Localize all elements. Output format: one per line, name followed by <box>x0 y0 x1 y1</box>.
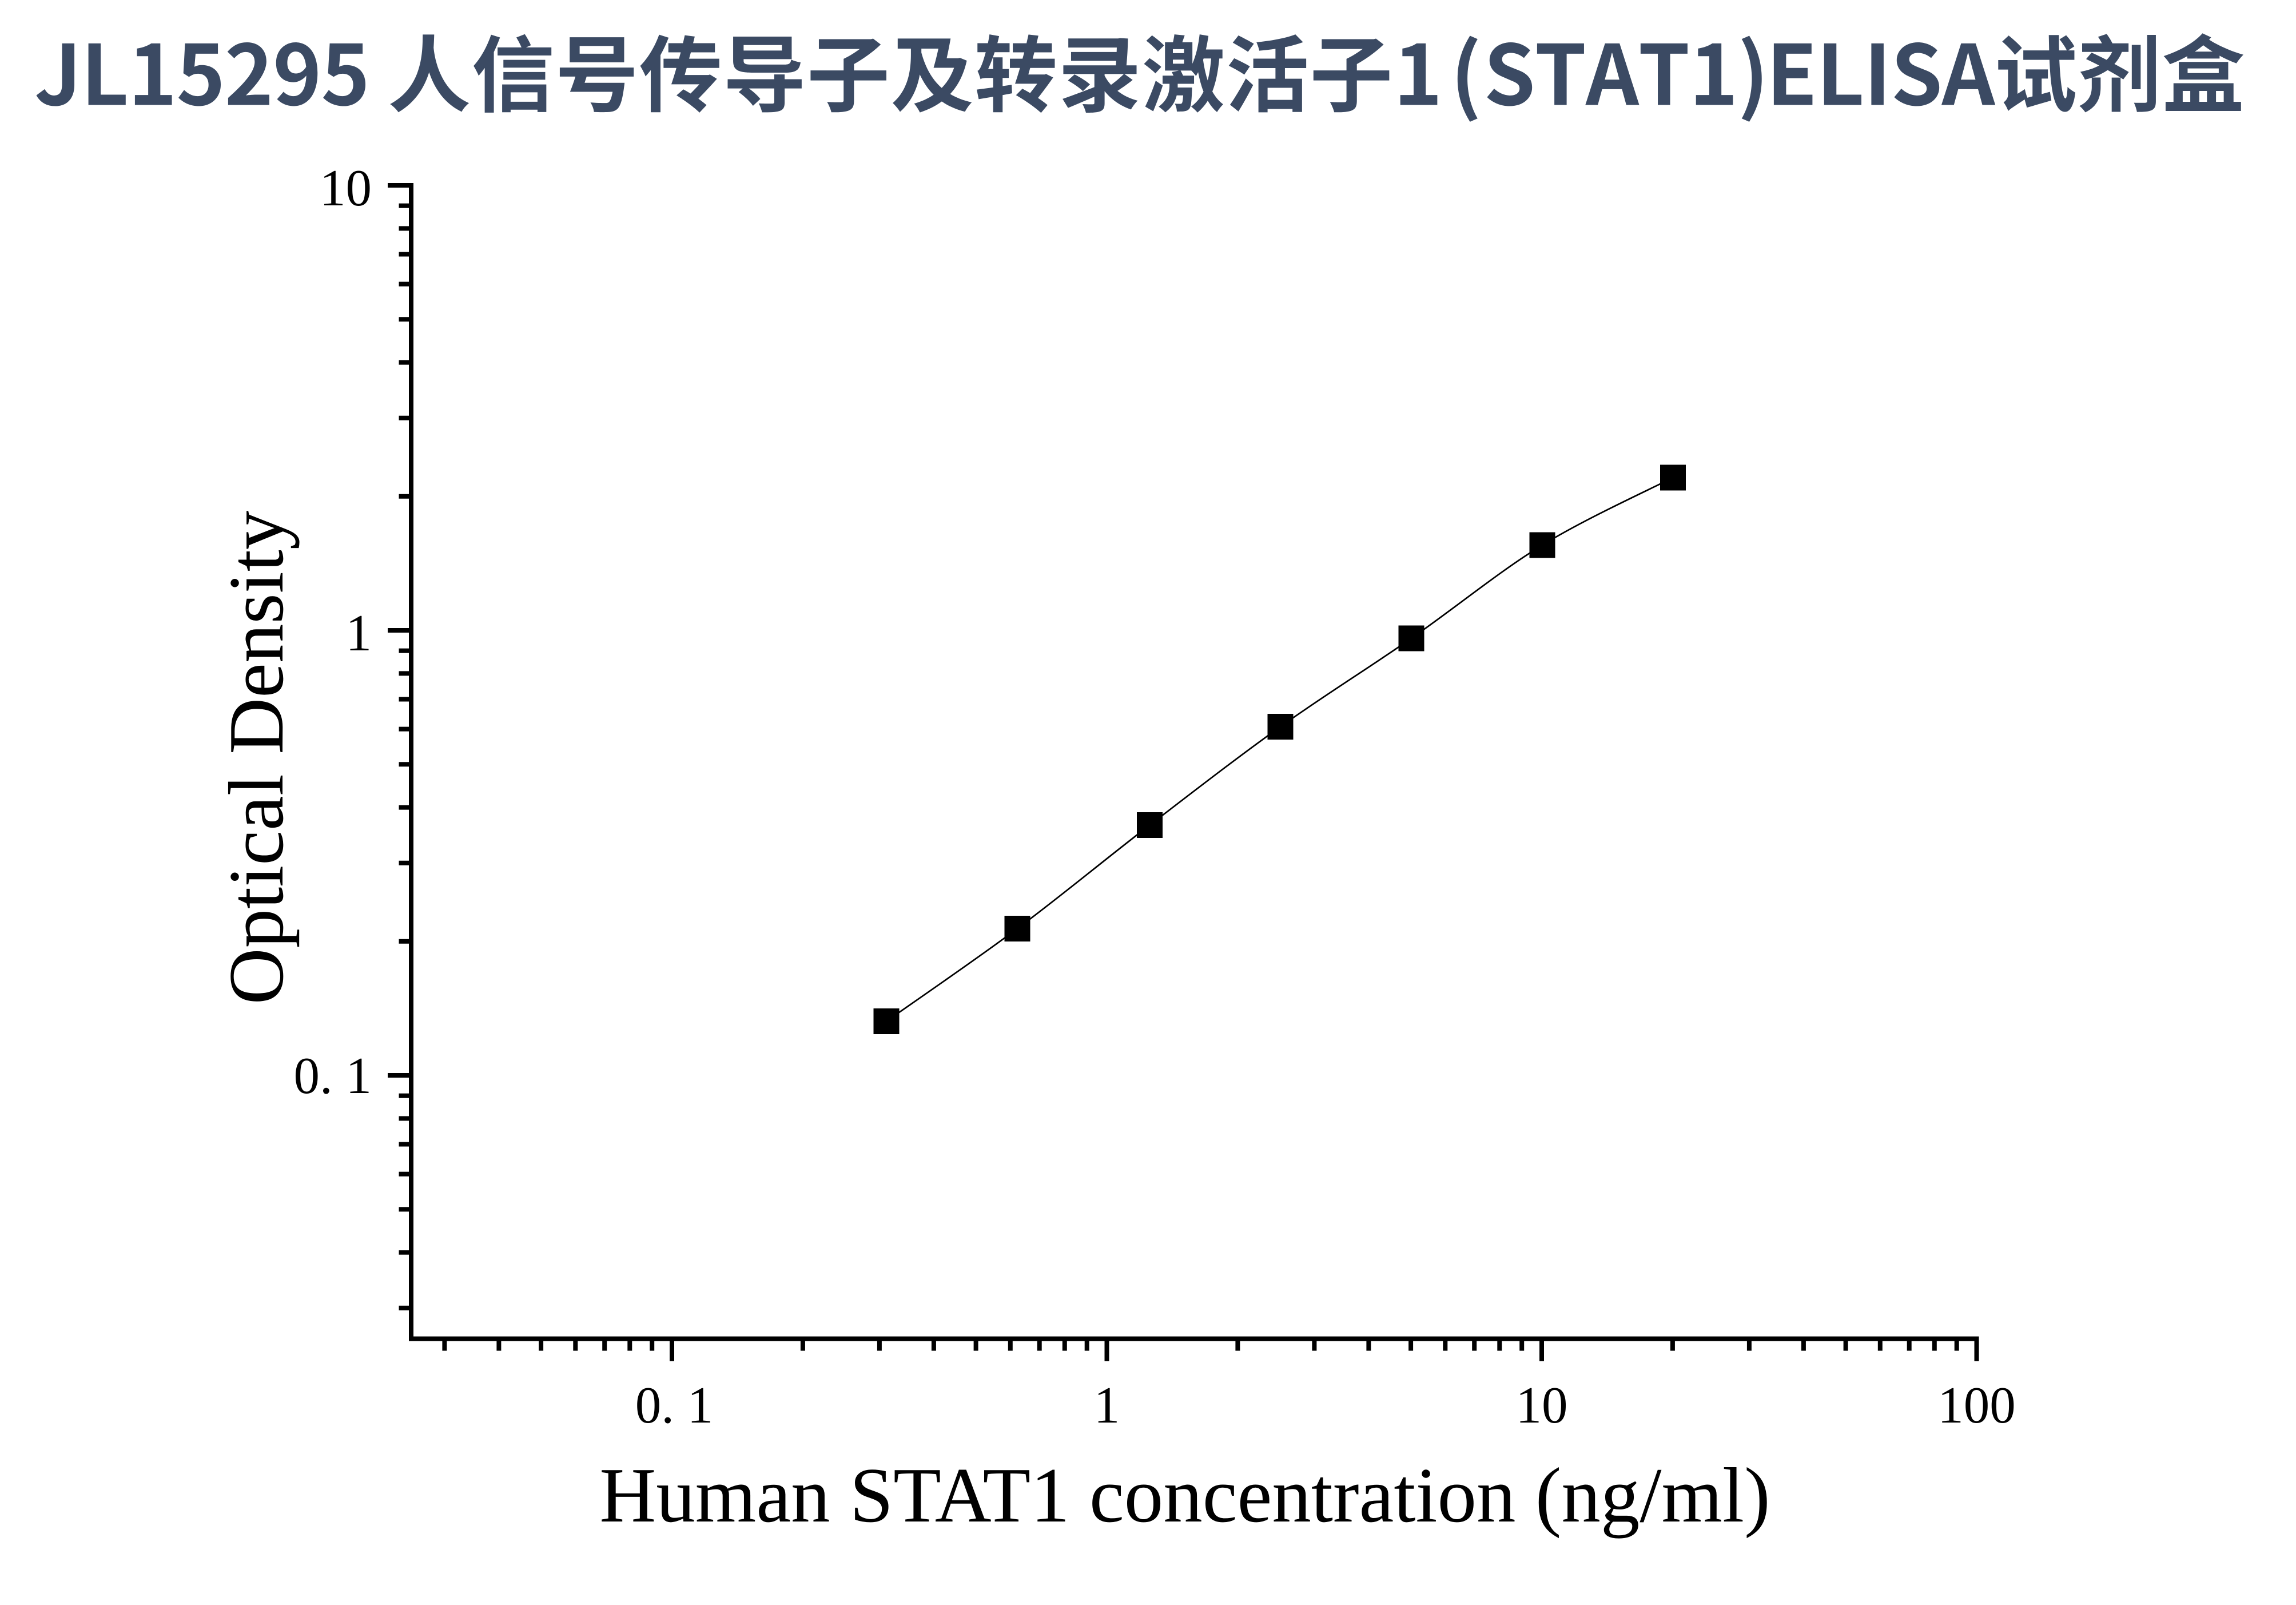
svg-text:0. 1: 0. 1 <box>635 1376 714 1434</box>
svg-text:100: 100 <box>1937 1376 2016 1434</box>
svg-text:0. 1: 0. 1 <box>294 1047 372 1105</box>
svg-text:1: 1 <box>346 604 372 662</box>
svg-text:Optical Density: Optical Density <box>213 511 300 1005</box>
svg-text:Human STAT1 concentration (ng/: Human STAT1 concentration (ng/ml) <box>599 1452 1770 1539</box>
svg-text:10: 10 <box>320 159 372 217</box>
svg-text:1: 1 <box>1094 1376 1120 1434</box>
svg-text:10: 10 <box>1516 1376 1568 1434</box>
